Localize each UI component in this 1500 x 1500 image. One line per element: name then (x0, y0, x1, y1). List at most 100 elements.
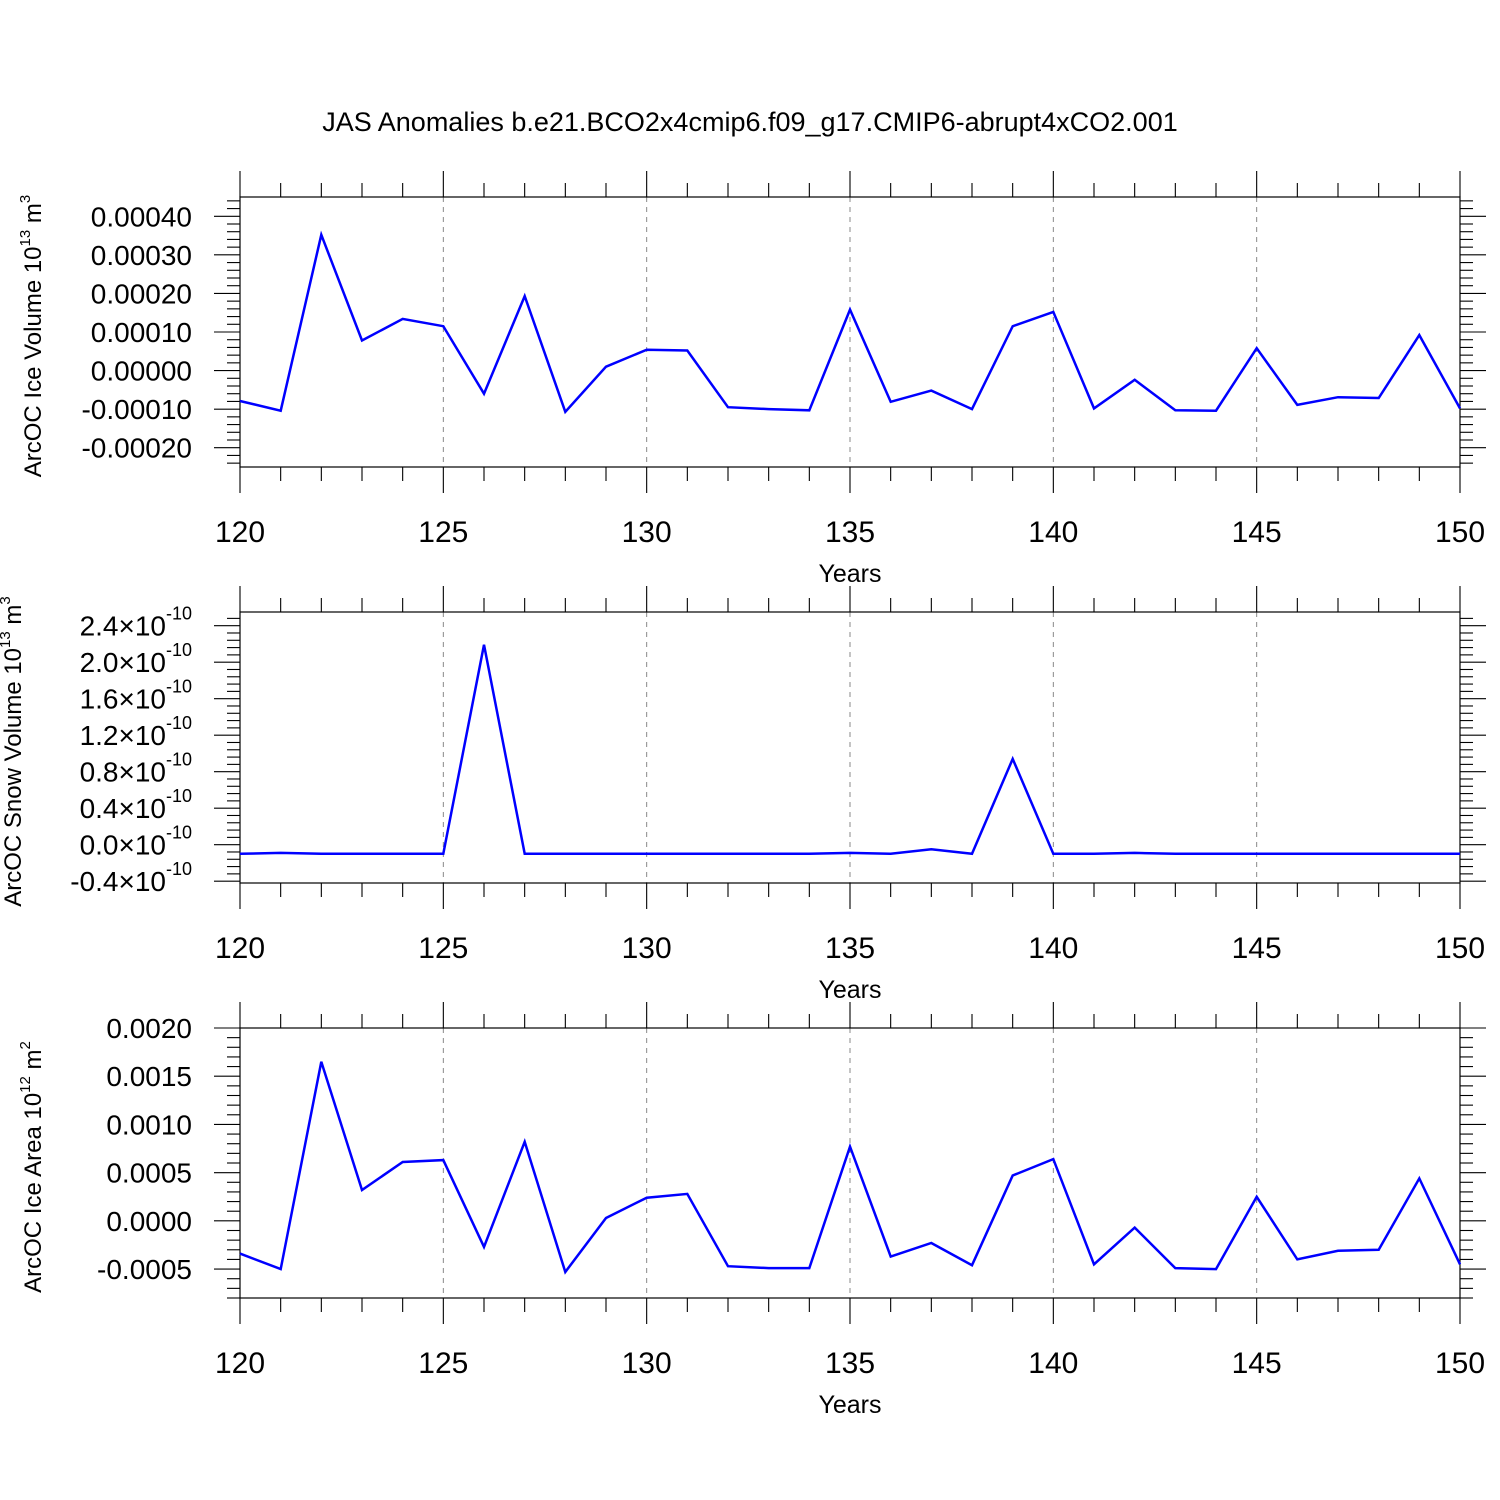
data-point (727, 1266, 728, 1267)
y-tick-label: 0.00020 (91, 278, 192, 309)
data-point (1053, 311, 1054, 312)
series-line (239, 644, 1460, 856)
y-axis-label: ArcOC Ice Area 1012 m2 (17, 1041, 47, 1293)
data-point (1215, 853, 1216, 854)
data-point (1459, 1264, 1460, 1265)
data-point (1419, 853, 1420, 854)
data-point (971, 409, 972, 410)
data-point (1256, 1196, 1257, 1197)
data-point (605, 853, 606, 854)
data-point (280, 852, 281, 853)
data-point (1134, 852, 1135, 853)
data-point (1297, 1259, 1298, 1260)
data-point (1093, 1264, 1094, 1265)
y-tick-label: 0.4×10-10 (80, 786, 192, 824)
data-point (1378, 1249, 1379, 1250)
data-point (727, 407, 728, 408)
x-tick-label: 130 (622, 932, 672, 965)
data-point (1337, 853, 1338, 854)
x-axis-label: Years (818, 560, 881, 588)
data-point (687, 1193, 688, 1194)
y-tick-label: -0.00010 (81, 394, 192, 425)
data-point (361, 853, 362, 854)
data-point (524, 296, 525, 297)
data-point (483, 644, 484, 645)
y-tick-label: 1.2×10-10 (80, 713, 192, 751)
data-point (727, 853, 728, 854)
panel-3: 120 125 130 135 140 145 150 -0.0005 0.0000 0.0005… (17, 1002, 1486, 1419)
data-point (605, 1217, 606, 1218)
data-point (1459, 853, 1460, 854)
data-point (565, 853, 566, 854)
data-point (890, 1256, 891, 1257)
x-tick-label: 150 (1435, 932, 1485, 965)
y-tick-label: 0.8×10-10 (80, 750, 192, 788)
data-point (443, 1160, 444, 1161)
data-point (239, 853, 240, 854)
data-point (809, 853, 810, 854)
data-point (321, 1061, 322, 1062)
data-point (809, 410, 810, 411)
data-point (239, 1253, 240, 1254)
data-point (565, 1271, 566, 1272)
data-point (809, 1268, 810, 1269)
y-tick-label: 0.00040 (91, 201, 192, 232)
y-tick-label: 2.4×10-10 (80, 604, 192, 642)
data-point (1134, 379, 1135, 380)
data-point (1012, 326, 1013, 327)
panel-2: 120 125 130 135 140 145 150 -0.4×10-100.0×10-10… (0, 586, 1486, 1004)
data-point (1297, 853, 1298, 854)
y-axis-label: ArcOC Snow Volume 1013 m3 (0, 596, 27, 907)
data-point (1337, 1250, 1338, 1251)
data-point (443, 853, 444, 854)
y-tick-label: 0.0000 (106, 1206, 192, 1237)
data-point (768, 1268, 769, 1269)
data-point (443, 326, 444, 327)
x-tick-label: 125 (418, 932, 468, 965)
data-point (1378, 853, 1379, 854)
data-point (971, 1265, 972, 1266)
data-point (890, 853, 891, 854)
y-tick-label: 0.0015 (106, 1061, 192, 1092)
y-tick-label: 1.6×10-10 (80, 677, 192, 715)
y-tick-label: 0.0020 (106, 1013, 192, 1044)
x-tick-label: 120 (215, 1347, 265, 1380)
data-point (1053, 853, 1054, 854)
data-point (1419, 1178, 1420, 1179)
x-tick-label: 135 (825, 1347, 875, 1380)
y-tick-label: -0.00020 (81, 433, 192, 464)
x-tick-label: 120 (215, 932, 265, 965)
data-point (849, 852, 850, 853)
data-point (1053, 1159, 1054, 1160)
x-tick-label: 135 (825, 932, 875, 965)
data-point (1175, 410, 1176, 411)
data-point (321, 234, 322, 235)
data-point (1215, 1268, 1216, 1269)
data-point (1175, 853, 1176, 854)
y-tick-label: -0.0005 (97, 1254, 192, 1285)
x-axis-label: Years (818, 1391, 881, 1419)
data-point (565, 411, 566, 412)
y-tick-label: 0.0005 (106, 1158, 192, 1189)
data-point (280, 1268, 281, 1269)
y-tick-label: 0.00010 (91, 317, 192, 348)
data-point (524, 1141, 525, 1142)
x-tick-label: 125 (418, 1347, 468, 1380)
y-tick-label: 2.0×10-10 (80, 640, 192, 678)
data-point (483, 393, 484, 394)
data-point (849, 309, 850, 310)
data-point (1175, 1268, 1176, 1269)
data-point (768, 409, 769, 410)
x-tick-label: 130 (622, 516, 672, 549)
data-point (971, 853, 972, 854)
x-tick-label: 140 (1028, 516, 1078, 549)
data-point (687, 350, 688, 351)
data-point (1012, 758, 1013, 759)
data-point (1093, 408, 1094, 409)
x-tick-label: 150 (1435, 1347, 1485, 1380)
y-tick-label: 0.0010 (106, 1109, 192, 1140)
data-point (849, 1146, 850, 1147)
data-point (768, 853, 769, 854)
data-point (1378, 397, 1379, 398)
